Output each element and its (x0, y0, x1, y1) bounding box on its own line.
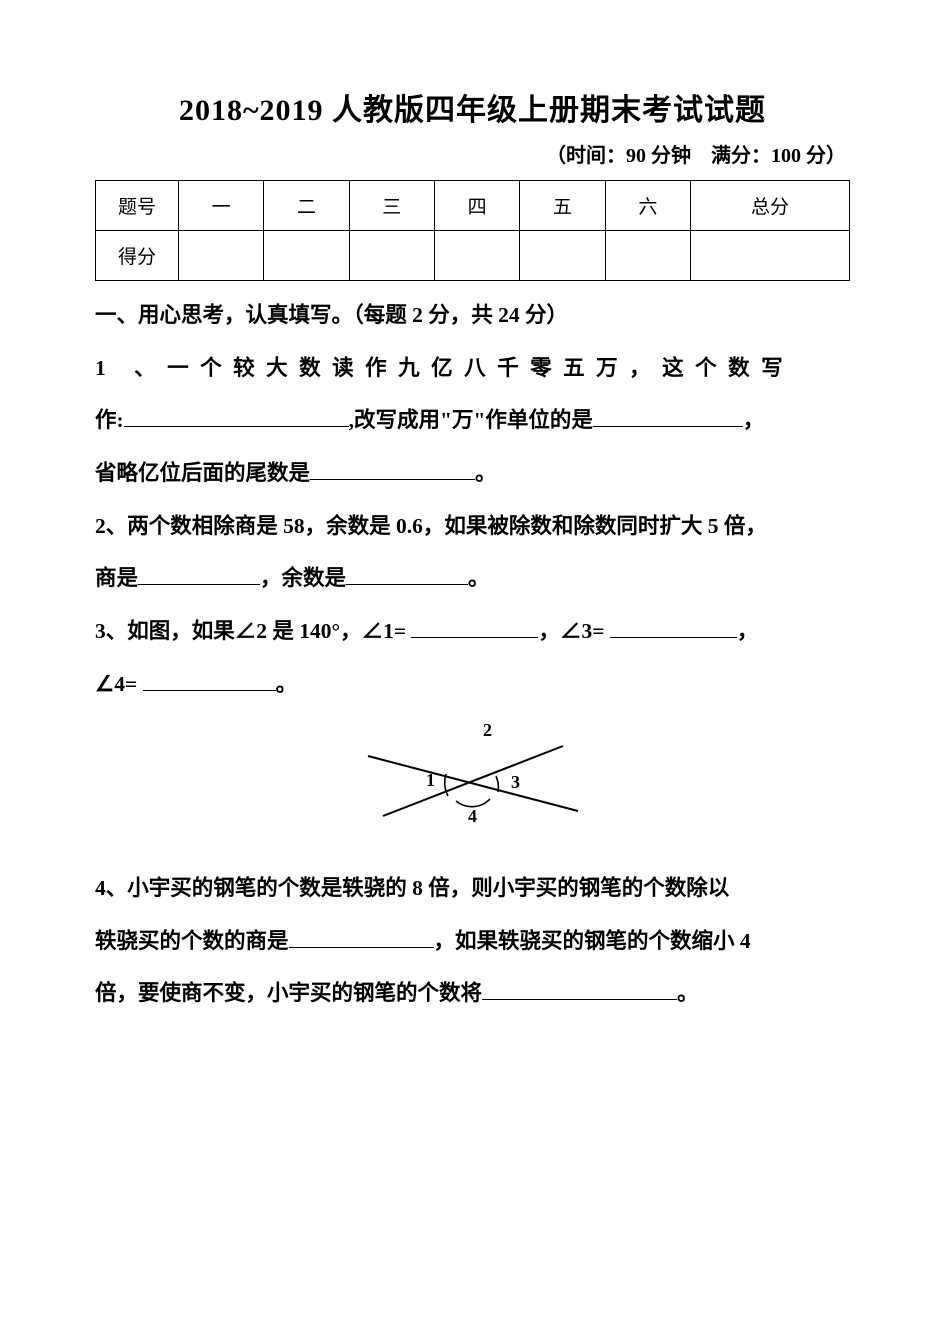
score-cell (520, 231, 605, 281)
sub-mid: 满分： (691, 145, 771, 167)
row2-label: 得分 (96, 231, 179, 281)
score-cell (264, 231, 349, 281)
subtitle: （时间：90 分钟 满分：100 分） (95, 139, 850, 168)
q3b-pre: ∠4= (95, 672, 143, 696)
q1-line1: 1 、一个较大数读作九亿八千零五万，这个数写 (95, 342, 850, 395)
blank (610, 619, 737, 638)
q4b-pre: 轶骁买的个数的商是 (95, 929, 289, 953)
q1c-pre: 省略亿位后面的尾数是 (95, 461, 310, 485)
q1b-end: ， (743, 408, 765, 432)
label-2: 2 (483, 720, 492, 740)
sub-suffix: ） (826, 145, 846, 167)
th-5: 五 (520, 181, 605, 231)
table-row: 题号 一 二 三 四 五 六 总分 (96, 181, 850, 231)
label-1: 1 (426, 770, 435, 790)
q1-line2: 作: ,改写成用"万"作单位的是 ， (95, 394, 850, 447)
q4c-end: 。 (677, 981, 699, 1005)
q3b-end: 。 (276, 672, 298, 696)
score-cell (178, 231, 263, 281)
angle-figure: 1 2 3 4 (95, 716, 850, 856)
full-value: 100 分 (771, 145, 826, 167)
q3a-mid: ，∠3= (538, 619, 609, 643)
angle-svg: 1 2 3 4 (348, 716, 598, 836)
blank (138, 566, 260, 585)
score-cell (349, 231, 434, 281)
score-cell (605, 231, 690, 281)
th-num: 题号 (96, 181, 179, 231)
q2-line1: 2、两个数相除商是 58，余数是 0.6，如果被除数和除数同时扩大 5 倍， (95, 500, 850, 553)
q3a-end: ， (737, 619, 759, 643)
blank (289, 928, 434, 947)
q3-line1: 3、如图，如果∠2 是 140°，∠1= ，∠3= ， (95, 605, 850, 658)
q4-line1: 4、小宇买的钢笔的个数是轶骁的 8 倍，则小宇买的钢笔的个数除以 (95, 862, 850, 915)
blank (310, 461, 475, 480)
th-6: 六 (605, 181, 690, 231)
label-3: 3 (511, 772, 520, 792)
q4b-mid: ，如果轶骁买的钢笔的个数缩小 4 (434, 929, 751, 953)
label-4: 4 (468, 806, 477, 826)
q4-line2: 轶骁买的个数的商是 ，如果轶骁买的钢笔的个数缩小 4 (95, 915, 850, 968)
q2-line2: 商是 ，余数是 。 (95, 552, 850, 605)
q4-line3: 倍，要使商不变，小宇买的钢笔的个数将 。 (95, 967, 850, 1020)
body: 一、用心思考，认真填写。（每题 2 分，共 24 分） 1 、一个较大数读作九亿… (95, 289, 850, 1020)
blank (411, 619, 538, 638)
score-cell (691, 231, 850, 281)
q1-line3: 省略亿位后面的尾数是 。 (95, 447, 850, 500)
blank (124, 408, 349, 427)
q2b-end: 。 (468, 566, 490, 590)
th-3: 三 (349, 181, 434, 231)
th-2: 二 (264, 181, 349, 231)
line-a (368, 756, 578, 811)
q1c-end: 。 (475, 461, 497, 485)
th-4: 四 (434, 181, 519, 231)
th-1: 一 (178, 181, 263, 231)
q1b-pre: 作: (95, 408, 124, 432)
q2b-pre: 商是 (95, 566, 138, 590)
score-cell (434, 231, 519, 281)
q3a-pre: 3、如图，如果∠2 是 140°，∠1= (95, 619, 411, 643)
page-title: 2018~2019 人教版四年级上册期末考试试题 (95, 85, 850, 129)
time-value: 90 分钟 (626, 145, 691, 167)
score-table: 题号 一 二 三 四 五 六 总分 得分 (95, 180, 850, 281)
sub-prefix: （时间： (546, 145, 626, 167)
blank (593, 408, 743, 427)
section-1-heading: 一、用心思考，认真填写。（每题 2 分，共 24 分） (95, 289, 850, 342)
blank (482, 981, 677, 1000)
th-total: 总分 (691, 181, 850, 231)
table-row: 得分 (96, 231, 850, 281)
q4c-pre: 倍，要使商不变，小宇买的钢笔的个数将 (95, 981, 482, 1005)
exam-page: 2018~2019 人教版四年级上册期末考试试题 （时间：90 分钟 满分：10… (0, 0, 945, 1080)
blank (143, 671, 276, 690)
q1b-mid: ,改写成用"万"作单位的是 (349, 408, 593, 432)
blank (346, 566, 468, 585)
q2b-mid: ，余数是 (260, 566, 346, 590)
q3-line2: ∠4= 。 (95, 658, 850, 711)
